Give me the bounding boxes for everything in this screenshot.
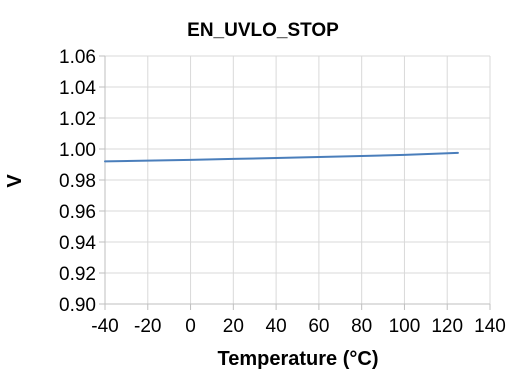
series-layer xyxy=(104,151,459,163)
y-tick-label: 0.96 xyxy=(59,202,96,223)
series-line xyxy=(104,151,459,163)
x-tick-label: 80 xyxy=(351,316,372,337)
x-tick-label: 0 xyxy=(185,316,196,337)
x-axis-label: Temperature (°C) xyxy=(218,348,379,370)
y-tick-label: 1.06 xyxy=(59,47,96,68)
y-tick-label: 0.92 xyxy=(59,264,96,285)
y-tick-label: 0.90 xyxy=(59,295,96,316)
x-tick-label: 120 xyxy=(431,316,463,337)
y-tick-labels: 0.90 0.92 0.94 0.96 0.98 1.00 1.02 1.04 1.06 xyxy=(59,47,96,316)
y-axis-label: V xyxy=(4,174,26,188)
x-tick-label: 140 xyxy=(474,316,506,337)
x-tick-label: 40 xyxy=(266,316,287,337)
y-tick-label: 0.94 xyxy=(59,233,96,254)
y-tick-label: 1.02 xyxy=(59,109,96,130)
chart-title: EN_UVLO_STOP xyxy=(187,20,339,41)
y-tick-label: 1.04 xyxy=(59,78,96,99)
x-tick-label: -20 xyxy=(134,316,161,337)
x-tick-label: 60 xyxy=(308,316,329,337)
x-tick-labels: -40 -20 0 20 40 60 80 100 120 140 xyxy=(91,316,506,337)
y-tick-label: 0.98 xyxy=(59,171,96,192)
x-tick-label: 100 xyxy=(389,316,421,337)
x-tick-label: -40 xyxy=(91,316,118,337)
x-tick-label: 20 xyxy=(223,316,244,337)
axes xyxy=(99,55,491,310)
y-tick-label: 1.00 xyxy=(59,140,96,161)
